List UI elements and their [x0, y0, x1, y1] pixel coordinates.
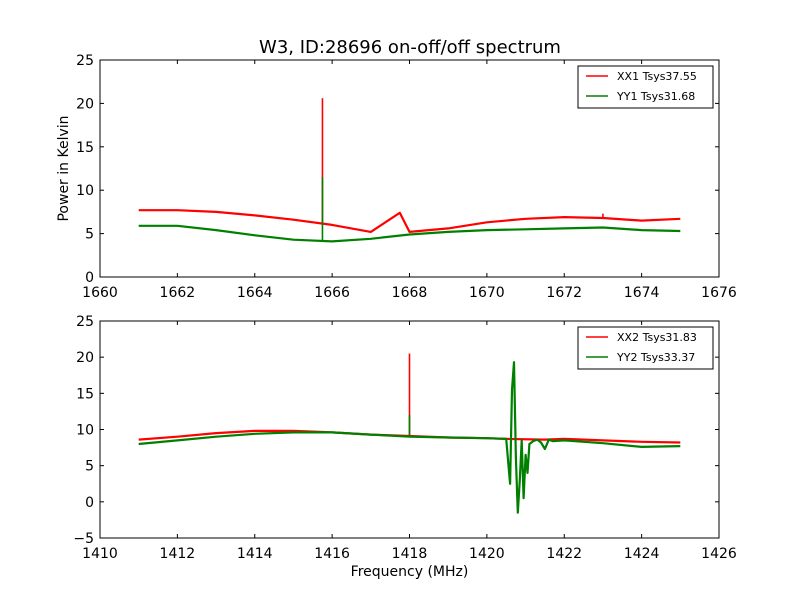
x-tick-label: 1674	[624, 285, 660, 301]
y-tick-label: 25	[76, 53, 94, 69]
x-tick-label: 1418	[392, 546, 428, 562]
x-tick-label: 1670	[469, 285, 505, 301]
x-tick-label: 1424	[624, 546, 660, 562]
series-line-1-1	[138, 209, 681, 233]
subplot-1: 1660 1662 1664 1666 1668 1670 1672 1674 1676 0 5 10…	[56, 53, 737, 301]
y-tick-label: 0	[85, 270, 94, 286]
plot-area-1	[138, 98, 681, 243]
y-tick-label: 10	[76, 423, 94, 439]
x-tick-label: 1664	[237, 285, 273, 301]
legend-box	[577, 326, 714, 370]
y-tick-label: 5	[85, 227, 94, 243]
legend-label: YY2 Tsys33.37	[616, 351, 695, 364]
figure-title: W3, ID:28696 on-off/off spectrum	[259, 37, 561, 58]
y-tick-label: 15	[76, 386, 94, 402]
y-tick-label: 20	[76, 96, 94, 112]
legend-2: XX2 Tsys31.83 YY2 Tsys33.37	[577, 326, 714, 370]
x-axis-label: Frequency (MHz)	[351, 564, 469, 580]
x-tick-label: 1662	[160, 285, 196, 301]
y-tick-label: 5	[85, 459, 94, 475]
plot-area-2	[138, 353, 681, 514]
y-tick-label: 20	[76, 350, 94, 366]
x-tick-label: 1668	[392, 285, 428, 301]
legend-label: YY1 Tsys31.68	[616, 90, 695, 103]
x-tick-label: 1420	[469, 546, 505, 562]
legend-1: XX1 Tsys37.55 YY1 Tsys31.68	[577, 65, 714, 109]
x-tick-label: 1672	[546, 285, 582, 301]
subplot-2: 1410 1412 1414 1416 1418 1420 1422 1424 1426 −5 0 5…	[73, 314, 737, 580]
legend-label: XX1 Tsys37.55	[617, 70, 697, 83]
y-axis-label: Power in Kelvin	[56, 115, 72, 221]
legend-label: XX2 Tsys31.83	[617, 331, 697, 344]
y-tick-label: 25	[76, 314, 94, 330]
y-tick-label: 10	[76, 183, 94, 199]
x-tick-label: 1422	[546, 546, 582, 562]
x-tick-label: 1412	[160, 546, 196, 562]
y-tick-label: 15	[76, 140, 94, 156]
x-tick-label: 1676	[701, 285, 737, 301]
y-tick-label: −5	[73, 531, 94, 547]
x-tick-label: 1410	[82, 546, 118, 562]
x-tick-label: 1416	[314, 546, 350, 562]
series-line-2-2	[138, 361, 681, 514]
x-tick-label: 1660	[82, 285, 118, 301]
x-tick-label: 1414	[237, 546, 273, 562]
x-tick-label: 1426	[701, 546, 737, 562]
y-tick-label: 0	[85, 495, 94, 511]
series-line-1-2	[138, 224, 681, 243]
plots-container: 1660 1662 1664 1666 1668 1670 1672 1674 1676 0 5 10…	[56, 53, 737, 580]
x-tick-label: 1666	[314, 285, 350, 301]
legend-box	[577, 65, 714, 109]
